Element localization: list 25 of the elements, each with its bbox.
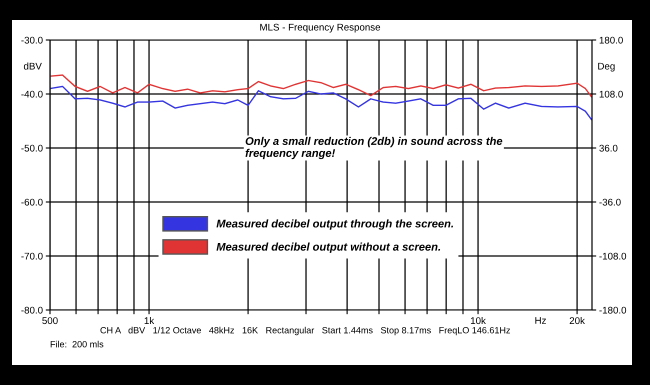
- y2-tick-label: -108.0: [599, 252, 626, 260]
- y-tick-label: -50.0: [21, 144, 43, 152]
- x-axis-title: Hz: [535, 317, 546, 324]
- y2-tick-label: 180.0: [600, 36, 623, 44]
- y2-tick-label: 36.0: [599, 144, 618, 152]
- y-tick-label: -80.0: [21, 306, 43, 314]
- x-tick-label: 20k: [570, 316, 585, 324]
- text: CH A dBV 1/12 Octave 48kHz 16K Rectangular Start 1.44ms Stop 8.17ms FreqLO 146.61Hz: [100, 326, 510, 336]
- y2-axis-title: Deg: [598, 62, 615, 72]
- x-tick-label: 10k: [470, 316, 486, 324]
- text: File: 200 mls: [50, 340, 104, 348]
- x-tick-label: 1k: [144, 316, 154, 324]
- y2-tick-label: -36.0: [599, 198, 621, 206]
- y-axis-title: dBV: [24, 62, 42, 70]
- y2-tick-label: -180.0: [599, 306, 626, 314]
- y2-tick-label: 108.0: [600, 90, 623, 98]
- annotation: Only a small reduction (2db) in sound across the frequency range!: [246, 136, 502, 160]
- chart-title: MLS - Frequency Response: [260, 24, 380, 33]
- y-tick-label: -60.0: [21, 198, 43, 206]
- legend-label: Measured decibel output without a screen.: [216, 242, 440, 253]
- y-tick-label: -40.0: [21, 90, 43, 98]
- y-tick-label: -70.0: [21, 252, 43, 260]
- legend-label: Measured decibel output through the screen.: [216, 219, 454, 230]
- y-tick-label: -30.0: [21, 36, 43, 44]
- x-tick-label: 500: [42, 317, 58, 324]
